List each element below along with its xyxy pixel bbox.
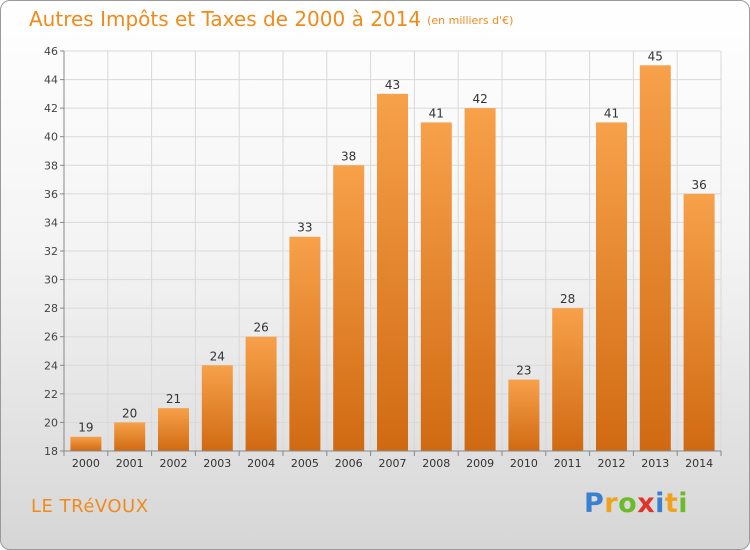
y-tick-label: 46: [44, 45, 58, 58]
bar-2011: [552, 308, 584, 451]
city-name: LE TRéVOUX: [31, 496, 149, 517]
y-tick-label: 24: [44, 359, 58, 372]
logo-letter: t: [664, 488, 679, 519]
x-tick-label: 2013: [641, 457, 669, 470]
x-tick-label: 2007: [379, 457, 407, 470]
x-tick-label: 2010: [510, 457, 538, 470]
data-label: 41: [604, 106, 619, 120]
bar-2001: [114, 422, 146, 451]
bar-2008: [420, 122, 452, 451]
bar-2005: [289, 236, 321, 451]
bar-2007: [377, 93, 408, 451]
x-tick-label: 2003: [203, 457, 231, 470]
chart-unit: (en milliers d'€): [427, 14, 514, 27]
bar-2004: [245, 336, 277, 451]
bar-2006: [333, 165, 365, 452]
y-tick-label: 38: [44, 159, 58, 172]
y-tick-label: 40: [44, 131, 58, 144]
logo-letter: r: [604, 488, 619, 519]
logo-letter: i: [678, 488, 689, 519]
bar-2003: [201, 365, 233, 451]
y-tick-label: 18: [44, 445, 58, 458]
logo-letter: i: [655, 488, 665, 519]
x-tick-label: 2000: [72, 457, 100, 470]
x-tick-label: 2001: [116, 457, 144, 470]
y-tick-label: 44: [44, 74, 58, 87]
bar-2009: [464, 108, 496, 452]
data-label: 38: [341, 149, 356, 163]
data-label: 23: [516, 364, 531, 378]
proxiti-logo: Proxiti: [584, 488, 688, 519]
data-label: 33: [297, 221, 312, 235]
data-label: 24: [210, 349, 225, 363]
bar-2010: [508, 379, 540, 451]
x-tick-label: 2004: [247, 457, 275, 470]
chart-title-text: Autres Impôts et Taxes de 2000 à 2014: [29, 7, 422, 31]
data-label: 43: [385, 78, 400, 92]
data-label: 19: [78, 421, 93, 435]
data-label: 42: [472, 92, 487, 106]
y-tick-label: 30: [44, 274, 58, 287]
x-tick-label: 2014: [685, 457, 713, 470]
data-label: 36: [691, 178, 706, 192]
logo-letter: o: [618, 488, 638, 519]
axes: 18 20 22 24 26 28 30 32 34 36 38 40 42 44 46 2000 2001 20…: [44, 45, 722, 470]
data-label: 26: [253, 321, 268, 335]
bar-2000: [70, 436, 102, 451]
x-tick-label: 2011: [554, 457, 582, 470]
y-tick-label: 32: [44, 245, 58, 258]
x-tick-label: 2009: [466, 457, 494, 470]
y-tick-label: 20: [44, 416, 58, 429]
data-label: 45: [648, 49, 663, 63]
y-tick-label: 28: [44, 302, 58, 315]
bars: 19 20 21 24 26 33 38 43 41 42 23 28 41 45 36: [70, 49, 715, 452]
bar-2014: [683, 193, 715, 451]
bar-2013: [639, 65, 671, 452]
data-label: 21: [166, 392, 181, 406]
chart-title: Autres Impôts et Taxes de 2000 à 2014 (en…: [29, 7, 513, 31]
y-tick-label: 42: [44, 102, 58, 115]
y-tick-label: 36: [44, 188, 58, 201]
bar-2012: [596, 122, 627, 451]
y-tick-label: 26: [44, 331, 58, 344]
y-tick-label: 34: [44, 216, 58, 229]
logo-letter: x: [637, 488, 656, 519]
data-label: 20: [122, 406, 137, 420]
data-label: 41: [429, 106, 444, 120]
data-label: 28: [560, 292, 575, 306]
x-tick-label: 2005: [291, 457, 319, 470]
logo-letter: P: [584, 488, 605, 519]
x-tick-label: 2012: [598, 457, 626, 470]
y-tick-label: 22: [44, 388, 58, 401]
x-tick-label: 2002: [160, 457, 188, 470]
x-tick-label: 2006: [335, 457, 363, 470]
bar-2002: [158, 408, 189, 451]
x-tick-label: 2008: [422, 457, 450, 470]
